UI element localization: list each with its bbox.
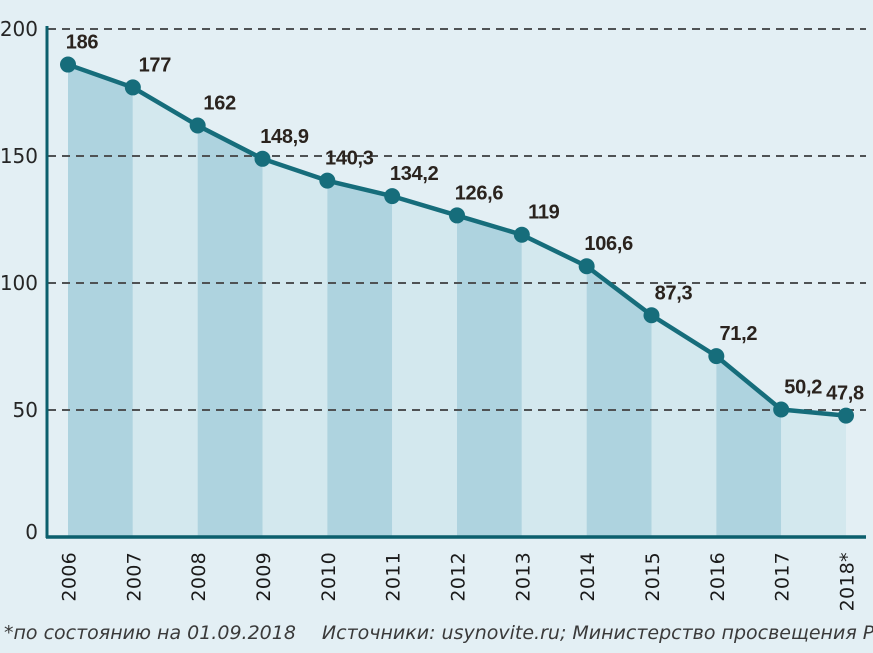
x-tick-label: 2013 (512, 552, 534, 602)
x-tick-label: 2015 (642, 552, 664, 602)
area-band (716, 356, 782, 537)
area-band (521, 234, 587, 538)
data-point (708, 348, 725, 365)
value-label: 177 (139, 54, 172, 76)
area-band (197, 125, 263, 538)
area-band (781, 409, 846, 537)
data-point (254, 150, 271, 167)
data-point (643, 307, 660, 324)
footnote-text: *по состоянию на 01.09.2018 (4, 622, 296, 644)
area-band (651, 315, 717, 537)
x-tick-label: 2012 (447, 552, 469, 602)
area-band (262, 158, 328, 537)
adoption-trend-chart: 186 177 162 148,9 140,3 134,2 126,6 119 106,6 87,… (0, 17, 866, 611)
chart-caption: *по состоянию на 01.09.2018 Источники: us… (4, 622, 873, 644)
data-point (124, 79, 141, 96)
x-tick-label: 2006 (59, 552, 81, 602)
sources-text: Источники: usynovite.ru; Министерство пр… (321, 622, 873, 644)
area-band (392, 196, 457, 537)
x-tick-label: 2007 (123, 552, 145, 602)
x-tick-label: 2016 (707, 552, 729, 602)
value-label: 119 (528, 202, 560, 224)
value-label: 87,3 (655, 282, 693, 304)
x-tick-label: 2018* (836, 552, 858, 611)
data-point (319, 172, 336, 189)
data-point (384, 188, 401, 205)
data-point (513, 226, 530, 243)
x-tick-label: 2014 (577, 552, 599, 602)
value-label: 71,2 (719, 323, 757, 345)
value-label: 140,3 (325, 148, 374, 170)
data-point (773, 401, 790, 418)
data-point (60, 56, 76, 73)
y-tick-label: 100 (0, 271, 38, 295)
y-tick-label: 0 (25, 520, 38, 544)
area-band (586, 266, 652, 537)
value-label: 50,2 (784, 376, 822, 398)
area-band (68, 64, 133, 537)
value-label: 47,8 (826, 383, 864, 405)
y-tick-label: 150 (0, 144, 38, 168)
x-tick-label: 2009 (253, 552, 275, 602)
data-point (578, 258, 595, 275)
value-label: 126,6 (455, 182, 504, 204)
value-label: 186 (66, 32, 99, 54)
value-label: 106,6 (584, 233, 633, 255)
area-band (327, 180, 393, 537)
data-point (837, 407, 854, 424)
x-tick-label: 2011 (383, 552, 405, 602)
area-band (132, 87, 198, 538)
area-band (456, 215, 522, 537)
x-tick-label: 2008 (188, 552, 210, 602)
x-tick-label: 2017 (772, 552, 794, 602)
value-label: 148,9 (260, 126, 309, 148)
y-tick-label: 200 (0, 17, 38, 41)
value-label: 162 (203, 93, 236, 115)
x-tick-label: 2010 (318, 552, 340, 602)
data-point (189, 117, 206, 134)
value-label: 134,2 (390, 163, 439, 185)
y-tick-label: 50 (13, 398, 38, 422)
data-point (448, 207, 465, 224)
